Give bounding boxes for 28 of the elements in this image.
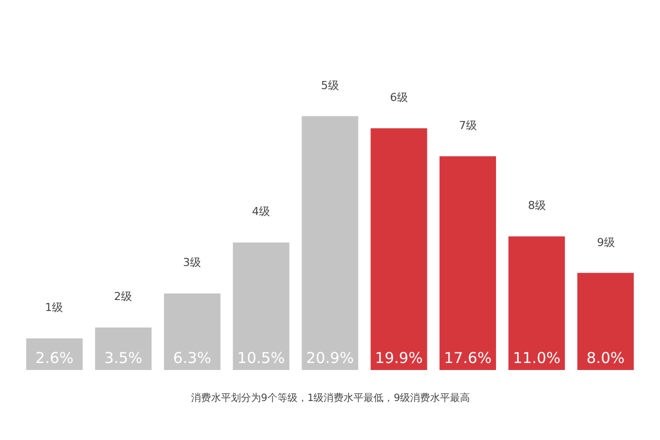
- data-label: 17.6%: [444, 349, 492, 367]
- bar: [440, 156, 496, 370]
- x-tick-label: 9级: [597, 236, 615, 249]
- x-tick-label: 5级: [321, 79, 339, 92]
- x-tick-label: 4级: [252, 205, 270, 218]
- data-label: 2.6%: [35, 349, 74, 367]
- x-tick-label: 1级: [45, 301, 63, 314]
- bar: [95, 327, 152, 370]
- data-label: 11.0%: [512, 349, 560, 367]
- text: 消费水平划分为9个等级，1级消费水平最低，9级消费水平最高: [191, 392, 470, 404]
- bar: [164, 293, 220, 370]
- x-tick-label: 7级: [459, 119, 477, 132]
- bar: [302, 116, 358, 370]
- x-tick-label: 8级: [528, 199, 546, 212]
- data-label: 10.5%: [237, 349, 285, 367]
- x-tick-label: 3级: [183, 256, 201, 269]
- bar: [577, 272, 634, 370]
- bar: [26, 338, 83, 370]
- bar: [508, 236, 565, 370]
- data-label: 20.9%: [306, 349, 354, 367]
- data-label: 19.9%: [375, 349, 423, 367]
- x-tick-label: 2级: [114, 290, 132, 303]
- x-tick-label: 6级: [390, 91, 408, 104]
- data-label: 3.5%: [104, 349, 142, 367]
- bar: [232, 242, 290, 370]
- data-label: 8.0%: [586, 349, 625, 367]
- data-label: 6.3%: [173, 349, 212, 367]
- bar: [370, 128, 428, 370]
